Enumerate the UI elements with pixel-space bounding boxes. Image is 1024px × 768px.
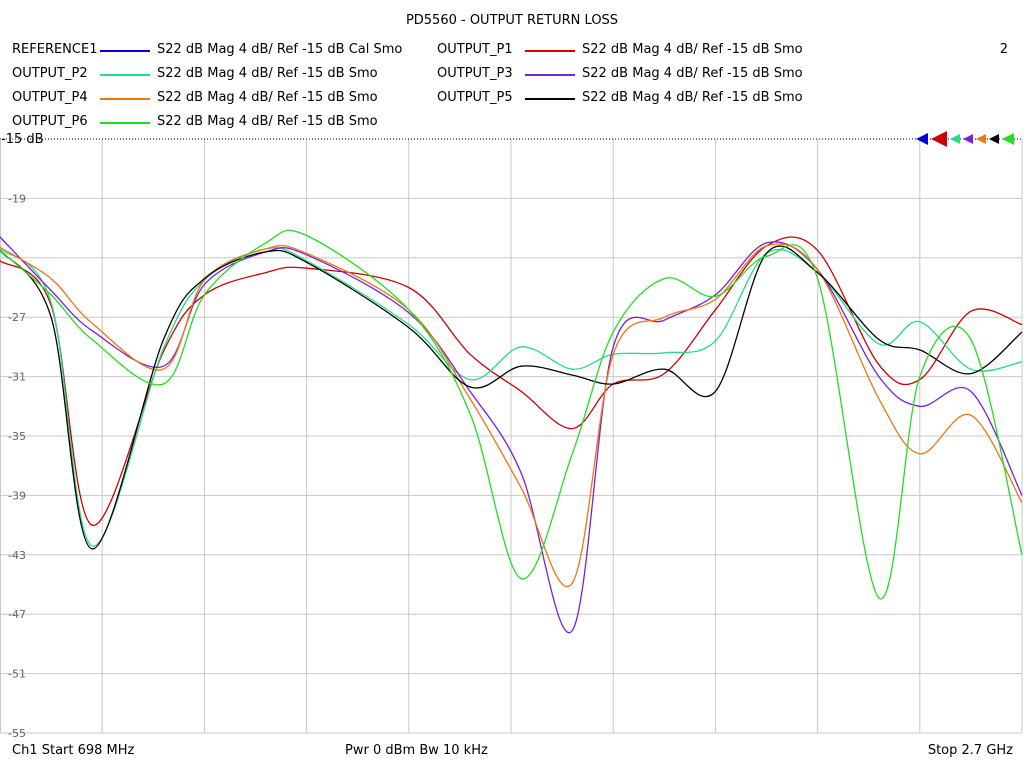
- legend-description: S22 dB Mag 4 dB/ Ref -15 dB Smo: [582, 42, 803, 57]
- legend-name: OUTPUT_P1: [437, 42, 513, 57]
- y-tick-label: -47: [8, 608, 26, 621]
- scale-marker-icon: [931, 131, 947, 147]
- traces: [0, 229, 1023, 634]
- channel-number: 2: [999, 42, 1008, 57]
- y-tick-label: -51: [8, 668, 26, 681]
- legend-name: OUTPUT_P2: [12, 66, 88, 81]
- trace-output-p6: [0, 229, 1023, 600]
- start-frequency-label: Ch1 Start 698 MHz: [12, 743, 135, 758]
- legend-description: S22 dB Mag 4 dB/ Ref -15 dB Smo: [157, 114, 378, 129]
- y-tick-label: -31: [8, 371, 26, 384]
- reference-level-label: -15 dB: [1, 132, 44, 147]
- y-tick-label: -19: [8, 192, 26, 205]
- legend-name: OUTPUT_P5: [437, 90, 513, 105]
- chart-title: PD5560 - OUTPUT RETURN LOSS: [405, 13, 619, 28]
- trace-output-p5: [0, 245, 1023, 550]
- scale-marker-icon: [989, 134, 999, 144]
- y-tick-labels: -15 dB -19 -27 -31 -35 -39 -43 -47 -51 -55: [1, 132, 44, 740]
- trace-output-p1: [0, 236, 1023, 526]
- legend-swatch: [100, 122, 150, 124]
- power-bandwidth-label: Pwr 0 dBm Bw 10 kHz: [345, 743, 488, 758]
- legend-description: S22 dB Mag 4 dB/ Ref -15 dB Cal Smo: [157, 42, 403, 57]
- y-tick-label: -39: [8, 489, 26, 502]
- legend-description: S22 dB Mag 4 dB/ Ref -15 dB Smo: [157, 66, 378, 81]
- y-tick-label: -55: [8, 727, 26, 740]
- legend-swatch: [100, 74, 150, 76]
- status-footer: Ch1 Start 698 MHz Pwr 0 dBm Bw 10 kHz St…: [0, 743, 1024, 763]
- legend-name: REFERENCE1: [12, 42, 98, 57]
- scale-marker-icon: [963, 134, 973, 144]
- scale-marker-icon: [950, 134, 960, 144]
- y-tick-label: -43: [8, 549, 26, 562]
- scale-markers: [916, 131, 1014, 147]
- y-tick-label: -35: [8, 430, 26, 443]
- scale-marker-icon: [976, 134, 986, 144]
- grid: [0, 138, 1023, 734]
- y-tick-label: -27: [8, 311, 26, 324]
- legend-description: S22 dB Mag 4 dB/ Ref -15 dB Smo: [582, 66, 803, 81]
- legend-swatch: [525, 74, 575, 76]
- legend-swatch: [525, 98, 575, 100]
- legend-name: OUTPUT_P6: [12, 114, 88, 129]
- trace-output-p4: [0, 243, 1023, 587]
- legend-description: S22 dB Mag 4 dB/ Ref -15 dB Smo: [157, 90, 378, 105]
- scale-marker-icon: [916, 133, 928, 145]
- legend-swatch: [525, 50, 575, 52]
- legend-swatch: [100, 50, 150, 52]
- stop-frequency-label: Stop 2.7 GHz: [927, 743, 1013, 758]
- scale-marker-icon: [1002, 133, 1014, 145]
- legend-swatch: [100, 98, 150, 100]
- legend-name: OUTPUT_P3: [437, 66, 513, 81]
- plot-area: -15 dB -19 -27 -31 -35 -39 -43 -47 -51 -55: [0, 131, 1023, 740]
- legend: REFERENCE1 S22 dB Mag 4 dB/ Ref -15 dB C…: [0, 0, 1024, 140]
- legend-description: S22 dB Mag 4 dB/ Ref -15 dB Smo: [582, 90, 803, 105]
- legend-name: OUTPUT_P4: [12, 90, 88, 105]
